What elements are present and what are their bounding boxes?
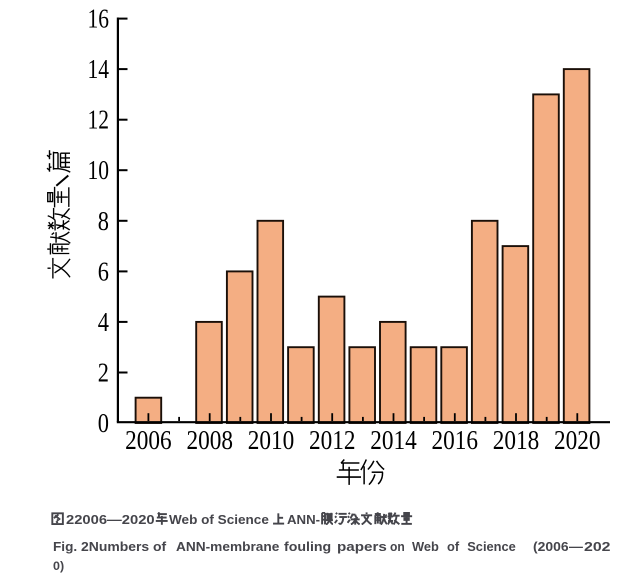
svg-text:16: 16 bbox=[88, 4, 110, 34]
svg-text:10: 10 bbox=[88, 155, 110, 185]
svg-text:4: 4 bbox=[98, 307, 110, 337]
svg-text:8: 8 bbox=[98, 206, 109, 236]
svg-text:2016: 2016 bbox=[432, 425, 479, 455]
svg-text:14: 14 bbox=[88, 54, 110, 84]
svg-text:6: 6 bbox=[98, 256, 109, 286]
svg-text:2006: 2006 bbox=[125, 425, 172, 455]
svg-text:0: 0 bbox=[98, 408, 109, 438]
svg-text:2010: 2010 bbox=[248, 425, 295, 455]
svg-text:2018: 2018 bbox=[493, 425, 540, 455]
svg-text:2008: 2008 bbox=[186, 425, 233, 455]
svg-text:2020: 2020 bbox=[554, 425, 601, 455]
svg-text:2: 2 bbox=[98, 358, 109, 388]
svg-text:2012: 2012 bbox=[309, 425, 356, 455]
svg-text:12: 12 bbox=[88, 105, 110, 135]
svg-text:2014: 2014 bbox=[370, 425, 417, 455]
